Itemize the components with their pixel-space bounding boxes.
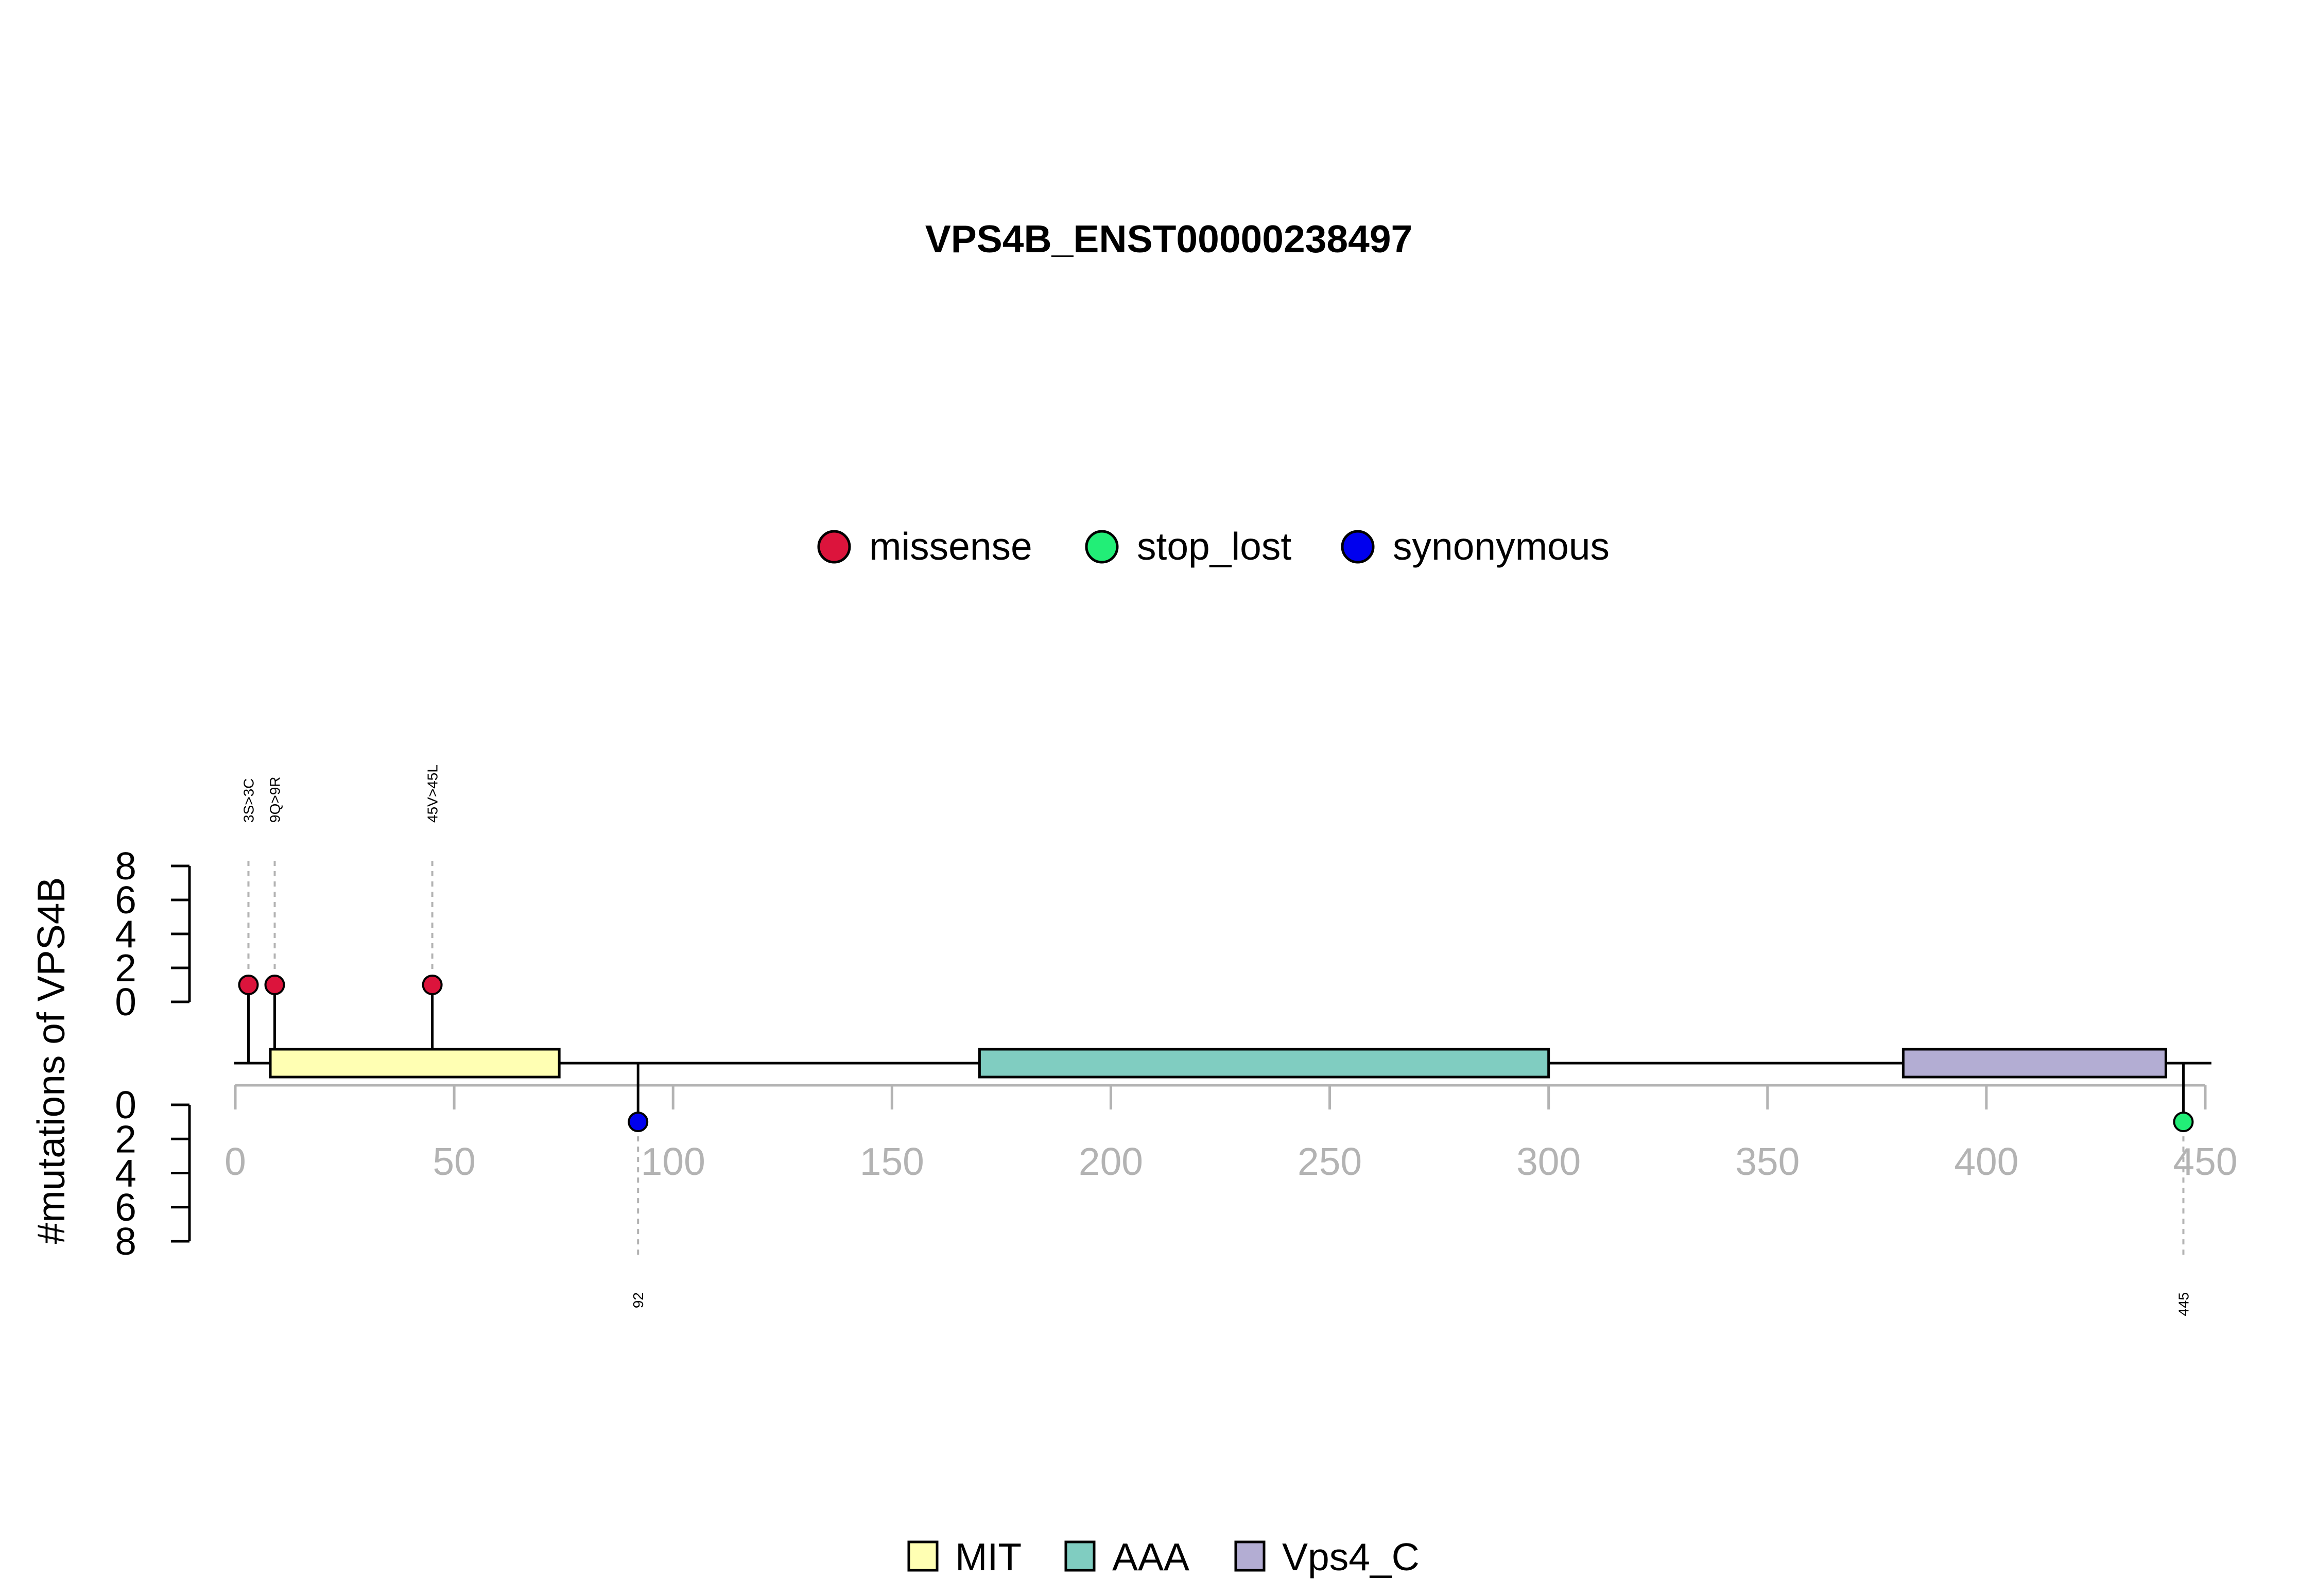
missense-legend-marker bbox=[817, 530, 851, 564]
aaa-legend-label: AAA bbox=[1112, 1535, 1189, 1578]
x-tick-label: 350 bbox=[1735, 1140, 1800, 1183]
mutation-stems: 3S>3C 9Q>9R 45V>45L 92 445 bbox=[241, 765, 2192, 1316]
domain-vps4-c bbox=[1901, 1048, 2167, 1079]
mit-legend-swatch bbox=[907, 1540, 939, 1572]
x-tick-label: 400 bbox=[1954, 1140, 2018, 1183]
y-top-tick-label: 8 bbox=[115, 844, 136, 888]
mutation-445-point bbox=[2173, 1112, 2194, 1133]
x-tick-label: 200 bbox=[1079, 1140, 1143, 1183]
stop-lost-legend-label: stop_lost bbox=[1137, 525, 1291, 568]
x-tick-label: 250 bbox=[1298, 1140, 1362, 1183]
mutation-3s-3c-label: 3S>3C bbox=[241, 778, 257, 823]
chart-title: VPS4B_ENST00000238497 bbox=[925, 217, 1413, 261]
y-top-tick-label: 6 bbox=[115, 878, 136, 922]
x-axis: 0 50 100 150 200 250 300 350 400 450 bbox=[224, 1084, 2238, 1183]
mutation-45v-45l-label: 45V>45L bbox=[425, 765, 441, 823]
domain-boxes bbox=[269, 1048, 2167, 1079]
x-tick-label: 0 bbox=[224, 1140, 246, 1183]
synonymous-legend-label: synonymous bbox=[1393, 525, 1610, 568]
y-bottom-tick-label: 2 bbox=[115, 1117, 136, 1160]
vps4-c-legend-swatch bbox=[1234, 1540, 1266, 1572]
synonymous-legend-marker bbox=[1341, 530, 1375, 564]
stop-lost-legend-marker bbox=[1085, 530, 1119, 564]
aaa-legend-swatch bbox=[1064, 1540, 1096, 1572]
y-axis-label: #mutations of VPS4B bbox=[29, 877, 73, 1244]
mutation-445-label: 445 bbox=[2175, 1292, 2191, 1316]
mit-legend-label: MIT bbox=[955, 1535, 1022, 1578]
vps4-c-legend-label: Vps4_C bbox=[1282, 1535, 1420, 1578]
mutation-3s-3c-point bbox=[238, 975, 259, 995]
y-top-tick-label: 2 bbox=[115, 946, 136, 990]
domain-mit bbox=[269, 1048, 561, 1079]
domain-legend: MIT AAA Vps4_C bbox=[907, 1535, 1420, 1578]
mutation-92-point bbox=[628, 1112, 649, 1133]
mutation-9q-9r-point bbox=[264, 975, 285, 995]
mutation-9q-9r-label: 9Q>9R bbox=[267, 777, 283, 823]
mutation-points bbox=[238, 975, 2194, 1133]
x-tick-label: 150 bbox=[860, 1140, 924, 1183]
y-bottom-tick-label: 0 bbox=[115, 1083, 136, 1126]
mutation-92-label: 92 bbox=[630, 1292, 646, 1308]
x-tick-label: 50 bbox=[433, 1140, 475, 1183]
domain-aaa bbox=[978, 1048, 1550, 1079]
mutation-legend: missense stop_lost synonymous bbox=[817, 525, 1610, 568]
y-bottom-tick-label: 6 bbox=[115, 1186, 136, 1229]
y-top-tick-label: 0 bbox=[115, 980, 136, 1023]
y-bottom-tick-label: 4 bbox=[115, 1152, 136, 1195]
x-tick-label: 300 bbox=[1516, 1140, 1581, 1183]
missense-legend-label: missense bbox=[869, 525, 1032, 568]
y-bottom-tick-label: 8 bbox=[115, 1220, 136, 1263]
y-top-tick-label: 4 bbox=[115, 912, 136, 956]
mutation-45v-45l-point bbox=[422, 975, 443, 995]
x-tick-label: 100 bbox=[641, 1140, 705, 1183]
